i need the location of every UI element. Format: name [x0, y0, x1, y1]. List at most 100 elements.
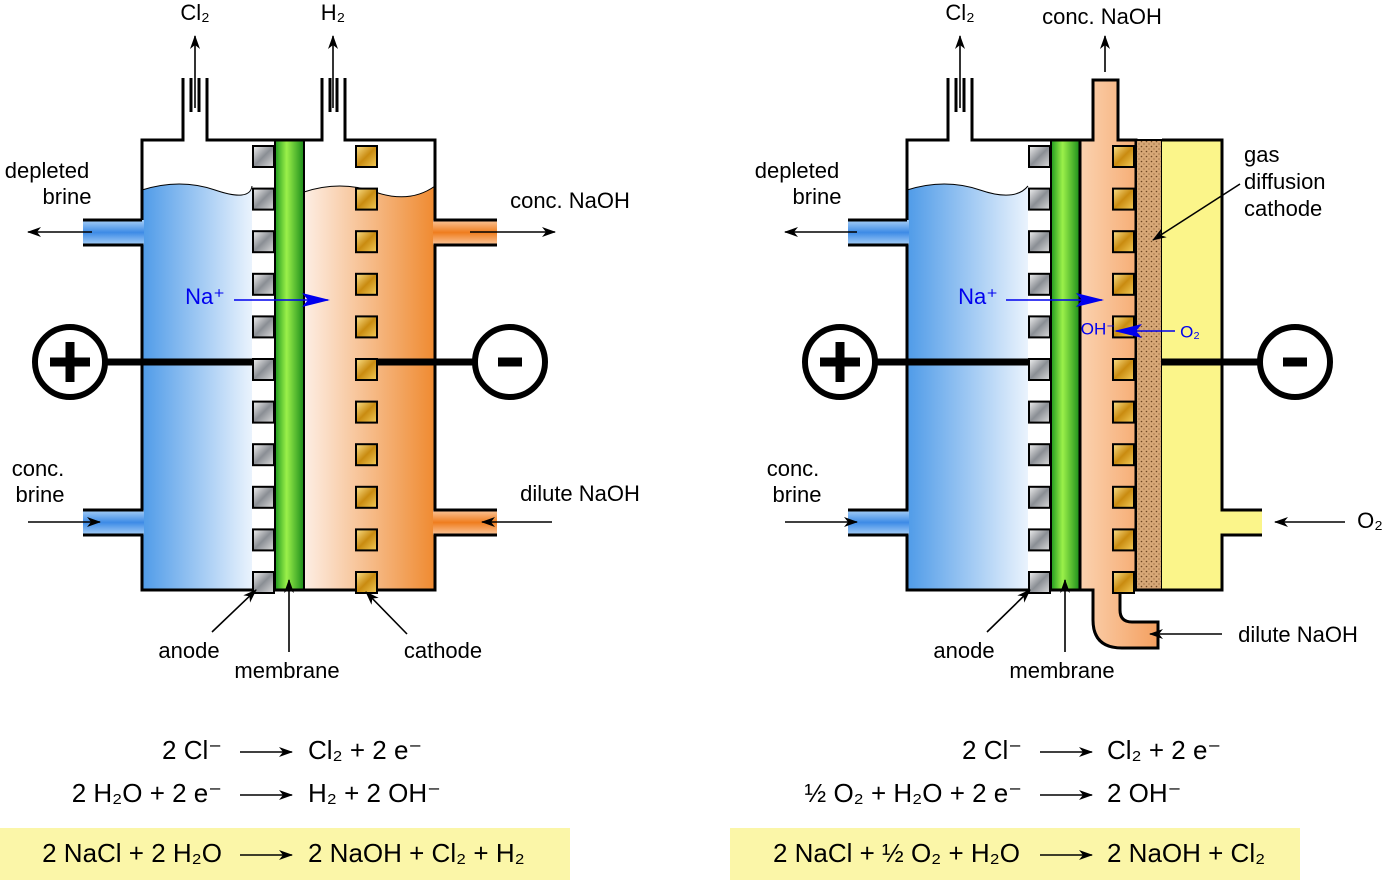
electrode-plate: [1028, 187, 1051, 211]
electrode-plate: [1028, 528, 1051, 552]
flow-label: conc.: [767, 456, 820, 481]
part-label: cathode: [1244, 196, 1322, 221]
electrode-plate: [252, 571, 275, 594]
electrode-plate: [252, 485, 275, 509]
arrow: [211, 589, 257, 633]
electrode-plate: [1028, 571, 1051, 594]
flow-label: depleted: [755, 158, 839, 183]
equation-left: 2 Cl⁻: [962, 735, 1022, 765]
part-label: membrane: [234, 658, 339, 683]
flow-label: brine: [773, 482, 822, 507]
electrode-plate: [1112, 571, 1135, 594]
electrode-plate: [252, 145, 275, 168]
flow-label: brine: [793, 184, 842, 209]
electrode-plate: [252, 187, 275, 211]
equation-left: 2 H₂O + 2 e⁻: [72, 778, 222, 808]
part-label: anode: [158, 638, 219, 663]
electrode-plate: [1028, 443, 1051, 467]
electrode-plate: [252, 272, 275, 296]
anolyte: [142, 184, 252, 590]
electrode-plate: [252, 358, 275, 381]
electrode-plate: [1028, 400, 1051, 424]
membrane-sheet: [274, 139, 305, 591]
electrode-plate: [355, 358, 378, 381]
left-cell: Cl₂ H₂ depleted brine conc. NaOH Na⁺ con…: [0, 0, 640, 880]
overall-left: 2 NaCl + ½ O₂ + H₂O: [773, 838, 1020, 868]
flow-label: dilute NaOH: [1238, 622, 1358, 647]
flow-label: conc. NaOH: [1042, 4, 1162, 29]
gas-label: Cl₂: [180, 0, 209, 25]
electrode-plate: [355, 443, 378, 467]
arrow: [1152, 183, 1241, 241]
overall-right: 2 NaOH + Cl₂ + H₂: [308, 838, 525, 868]
cathode-plates: [355, 145, 378, 594]
plus-sign: [50, 342, 90, 382]
electrode-plate: [252, 315, 275, 339]
cell-wall: [848, 78, 1262, 592]
pipe: [848, 510, 909, 535]
electrode-plate: [1028, 485, 1051, 509]
electrode-plate: [1112, 400, 1135, 424]
equation-left: ½ O₂ + H₂O + 2 e⁻: [805, 778, 1022, 808]
flow-label: conc. NaOH: [510, 188, 630, 213]
overall-right: 2 NaOH + Cl₂: [1107, 838, 1265, 868]
electrode-plate: [252, 400, 275, 424]
flow-label: brine: [16, 482, 65, 507]
right-cell: Cl₂ conc. NaOH depleted brine gas diffus…: [730, 0, 1383, 880]
flow-label: O₂: [1357, 508, 1383, 533]
electrode-plate: [252, 528, 275, 552]
catholyte: [304, 186, 435, 590]
gas-label: Cl₂: [945, 0, 974, 25]
electrode-plate: [1112, 443, 1135, 467]
electrode-plate: [355, 400, 378, 424]
electrode-plate: [1112, 485, 1135, 509]
electrode-plate: [355, 485, 378, 509]
electrode-plate: [355, 571, 378, 594]
anolyte: [907, 184, 1028, 590]
electrode-plate: [252, 230, 275, 254]
plus-sign: [820, 342, 860, 382]
ion-label: O₂: [1180, 322, 1200, 341]
surface: [906, 183, 1029, 196]
part-label: membrane: [1009, 658, 1114, 683]
electrode-plate: [1028, 145, 1051, 168]
electrode-plate: [1112, 528, 1135, 552]
equation-left: 2 Cl⁻: [162, 735, 222, 765]
electrode-plate: [1028, 230, 1051, 254]
gas-label: H₂: [321, 0, 345, 25]
membrane-sheet: [1050, 139, 1081, 591]
electrode-plate: [1112, 187, 1135, 211]
ion-label: Na⁺: [185, 284, 225, 309]
anode-plates: [252, 145, 275, 594]
electrode-plate: [1112, 272, 1135, 296]
electrode-plate: [1112, 230, 1135, 254]
part-label: cathode: [404, 638, 482, 663]
equation-right: H₂ + 2 OH⁻: [308, 778, 441, 808]
arrow: [365, 591, 408, 635]
electrode-plate: [355, 272, 378, 296]
gas-diffusion-layer: [1135, 139, 1163, 591]
electrode-plate: [252, 443, 275, 467]
pipe: [83, 220, 144, 245]
flow-label: brine: [43, 184, 92, 209]
part-label: gas: [1244, 142, 1279, 167]
electrode-plate: [355, 315, 378, 339]
flow-label: conc.: [12, 456, 65, 481]
flow-label: depleted: [5, 158, 89, 183]
electrode-plate: [1028, 315, 1051, 339]
pipe: [848, 220, 909, 245]
arrow: [986, 589, 1031, 633]
equation-right: Cl₂ + 2 e⁻: [1107, 735, 1221, 765]
ion-label: OH⁻: [1081, 319, 1115, 338]
electrode-plate: [355, 528, 378, 552]
electrode-plate: [355, 145, 378, 168]
electrode-plate: [1112, 358, 1135, 381]
electrode-plate: [1028, 272, 1051, 296]
equation-right: Cl₂ + 2 e⁻: [308, 735, 422, 765]
ion-label: Na⁺: [958, 284, 998, 309]
part-label: diffusion: [1244, 169, 1326, 194]
electrode-plate: [1112, 315, 1135, 339]
electrode-plate: [1028, 358, 1051, 381]
part-label: anode: [933, 638, 994, 663]
